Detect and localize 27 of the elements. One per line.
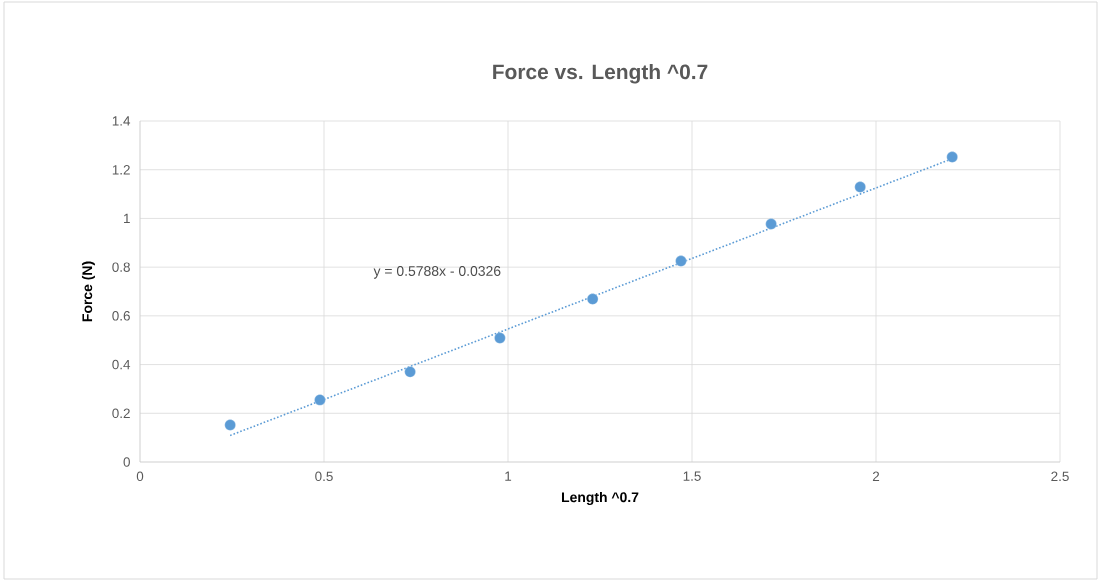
x-tick-label: 1 [505,471,512,481]
annotation: y = 0.5788x - 0.0326 [373,266,501,279]
x-tick-label: 2 [872,471,880,481]
point [494,332,506,344]
point [765,218,777,230]
x-tick-label: 0.5 [315,471,333,482]
y-axis-title: Force (N) [81,261,95,322]
chart-title: Force vs. Length ^0.7 [493,63,708,84]
y-tick-label: 1.4 [112,116,131,126]
x-axis-title: Length ^0.7 [562,491,639,505]
point [675,255,687,267]
x-tick-label: 2.5 [1051,471,1069,482]
y-tick-label: 0.4 [112,359,131,370]
point [946,151,958,163]
y-tick-label: 1 [124,213,130,224]
y-tick-label: 0.2 [112,408,130,419]
y-tick-label: 1.2 [112,165,130,175]
point [587,293,599,305]
y-tick-label: 0.6 [112,311,130,321]
point [314,394,326,406]
point [854,181,866,193]
y-tick-label: 0.8 [112,262,130,272]
x-tick-label: 1.5 [683,471,701,481]
point [224,419,236,431]
point [404,366,416,378]
y-tick-label: 0 [123,457,130,467]
x-tick-label: 0 [136,471,144,482]
